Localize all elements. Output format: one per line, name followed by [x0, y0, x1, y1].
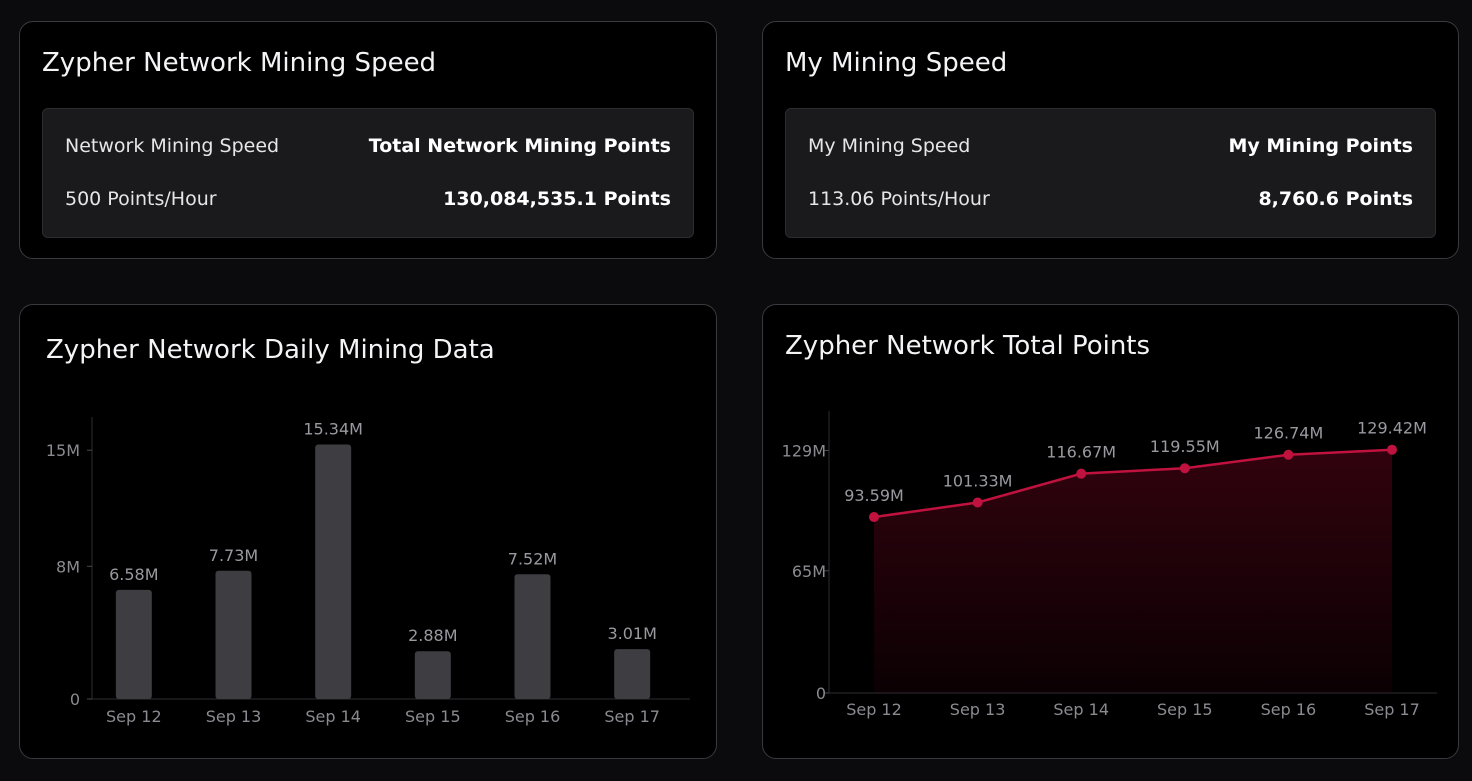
data-point [1387, 444, 1397, 455]
y-tick-label: 0 [816, 684, 826, 703]
point-value-label: 119.55M [1150, 437, 1220, 456]
network-speed-label: Network Mining Speed [65, 135, 280, 157]
bar [315, 444, 352, 699]
bar [414, 651, 451, 699]
daily-mining-card: Zypher Network Daily Mining Data 0 8M 15M 6… [19, 304, 717, 759]
x-tick-label: Sep 16 [505, 707, 561, 726]
x-tick-label: Sep 12 [106, 707, 162, 726]
network-points-label: Total Network Mining Points [368, 135, 671, 157]
total-points-card: Zypher Network Total Points 0 65M 129M 93.5… [762, 304, 1459, 759]
x-tick-label: Sep 14 [305, 707, 361, 726]
data-point [869, 512, 879, 523]
bar-value-label: 2.88M [408, 626, 457, 645]
my-points-value: 8,760.6 Points [1258, 188, 1413, 210]
x-tick-label: Sep 16 [1261, 700, 1317, 719]
network-speed-panel: Network Mining Speed 500 Points/Hour Tot… [42, 108, 694, 238]
point-value-label: 116.67M [1046, 443, 1116, 462]
my-speed-card: My Mining Speed My Mining Speed 113.06 P… [762, 21, 1459, 259]
bar [614, 649, 651, 699]
x-tick-label: Sep 15 [1157, 700, 1213, 719]
my-speed-title: My Mining Speed [785, 48, 1008, 78]
bar-value-label: 6.58M [109, 565, 158, 584]
my-points-label: My Mining Points [1228, 135, 1413, 157]
bar [215, 570, 252, 699]
bar-value-label: 3.01M [607, 624, 656, 643]
network-speed-card: Zypher Network Mining Speed Network Mini… [19, 21, 717, 259]
x-tick-label: Sep 14 [1053, 700, 1109, 719]
bar-value-label: 7.52M [508, 549, 557, 568]
bar-value-label: 15.34M [303, 420, 363, 439]
point-value-label: 129.42M [1357, 419, 1427, 438]
y-tick-label: 65M [792, 562, 826, 581]
y-tick-label: 0 [70, 690, 80, 709]
data-point [1283, 449, 1294, 460]
my-speed-value: 113.06 Points/Hour [808, 188, 990, 210]
y-tick-label: 129M [782, 441, 826, 460]
data-point [1076, 468, 1087, 479]
my-speed-label: My Mining Speed [808, 135, 971, 157]
point-value-label: 101.33M [943, 471, 1013, 490]
point-value-label: 93.59M [844, 486, 904, 505]
total-points-title: Zypher Network Total Points [785, 331, 1151, 361]
network-speed-value: 500 Points/Hour [65, 188, 217, 210]
bar [514, 574, 551, 699]
series-line [873, 448, 1393, 519]
data-point [972, 497, 983, 508]
network-points-value: 130,084,535.1 Points [443, 188, 671, 210]
bar [115, 589, 152, 699]
x-tick-label: Sep 13 [950, 700, 1006, 719]
x-tick-label: Sep 15 [405, 707, 461, 726]
x-tick-label: Sep 13 [206, 707, 262, 726]
total-points-area-chart: 0 65M 129M 93.59M Sep 12 101.33M Sep 13 116.67M… [782, 411, 1437, 719]
point-value-label: 126.74M [1254, 424, 1324, 443]
daily-mining-bar-chart: 0 8M 15M 6.58M Sep 12 7.73M Sep 13 15.34M Sep 14… [46, 417, 690, 726]
y-tick-label: 8M [56, 557, 80, 576]
y-tick-label: 15M [46, 441, 80, 460]
network-speed-title: Zypher Network Mining Speed [42, 48, 437, 78]
x-tick-label: Sep 17 [604, 707, 660, 726]
bar-value-label: 7.73M [209, 546, 258, 565]
my-speed-panel: My Mining Speed 113.06 Points/Hour My Mi… [785, 108, 1436, 238]
area-fill [874, 449, 1392, 693]
x-tick-label: Sep 12 [846, 700, 902, 719]
x-tick-label: Sep 17 [1364, 700, 1420, 719]
daily-mining-title: Zypher Network Daily Mining Data [46, 335, 495, 365]
data-point [1179, 463, 1190, 474]
